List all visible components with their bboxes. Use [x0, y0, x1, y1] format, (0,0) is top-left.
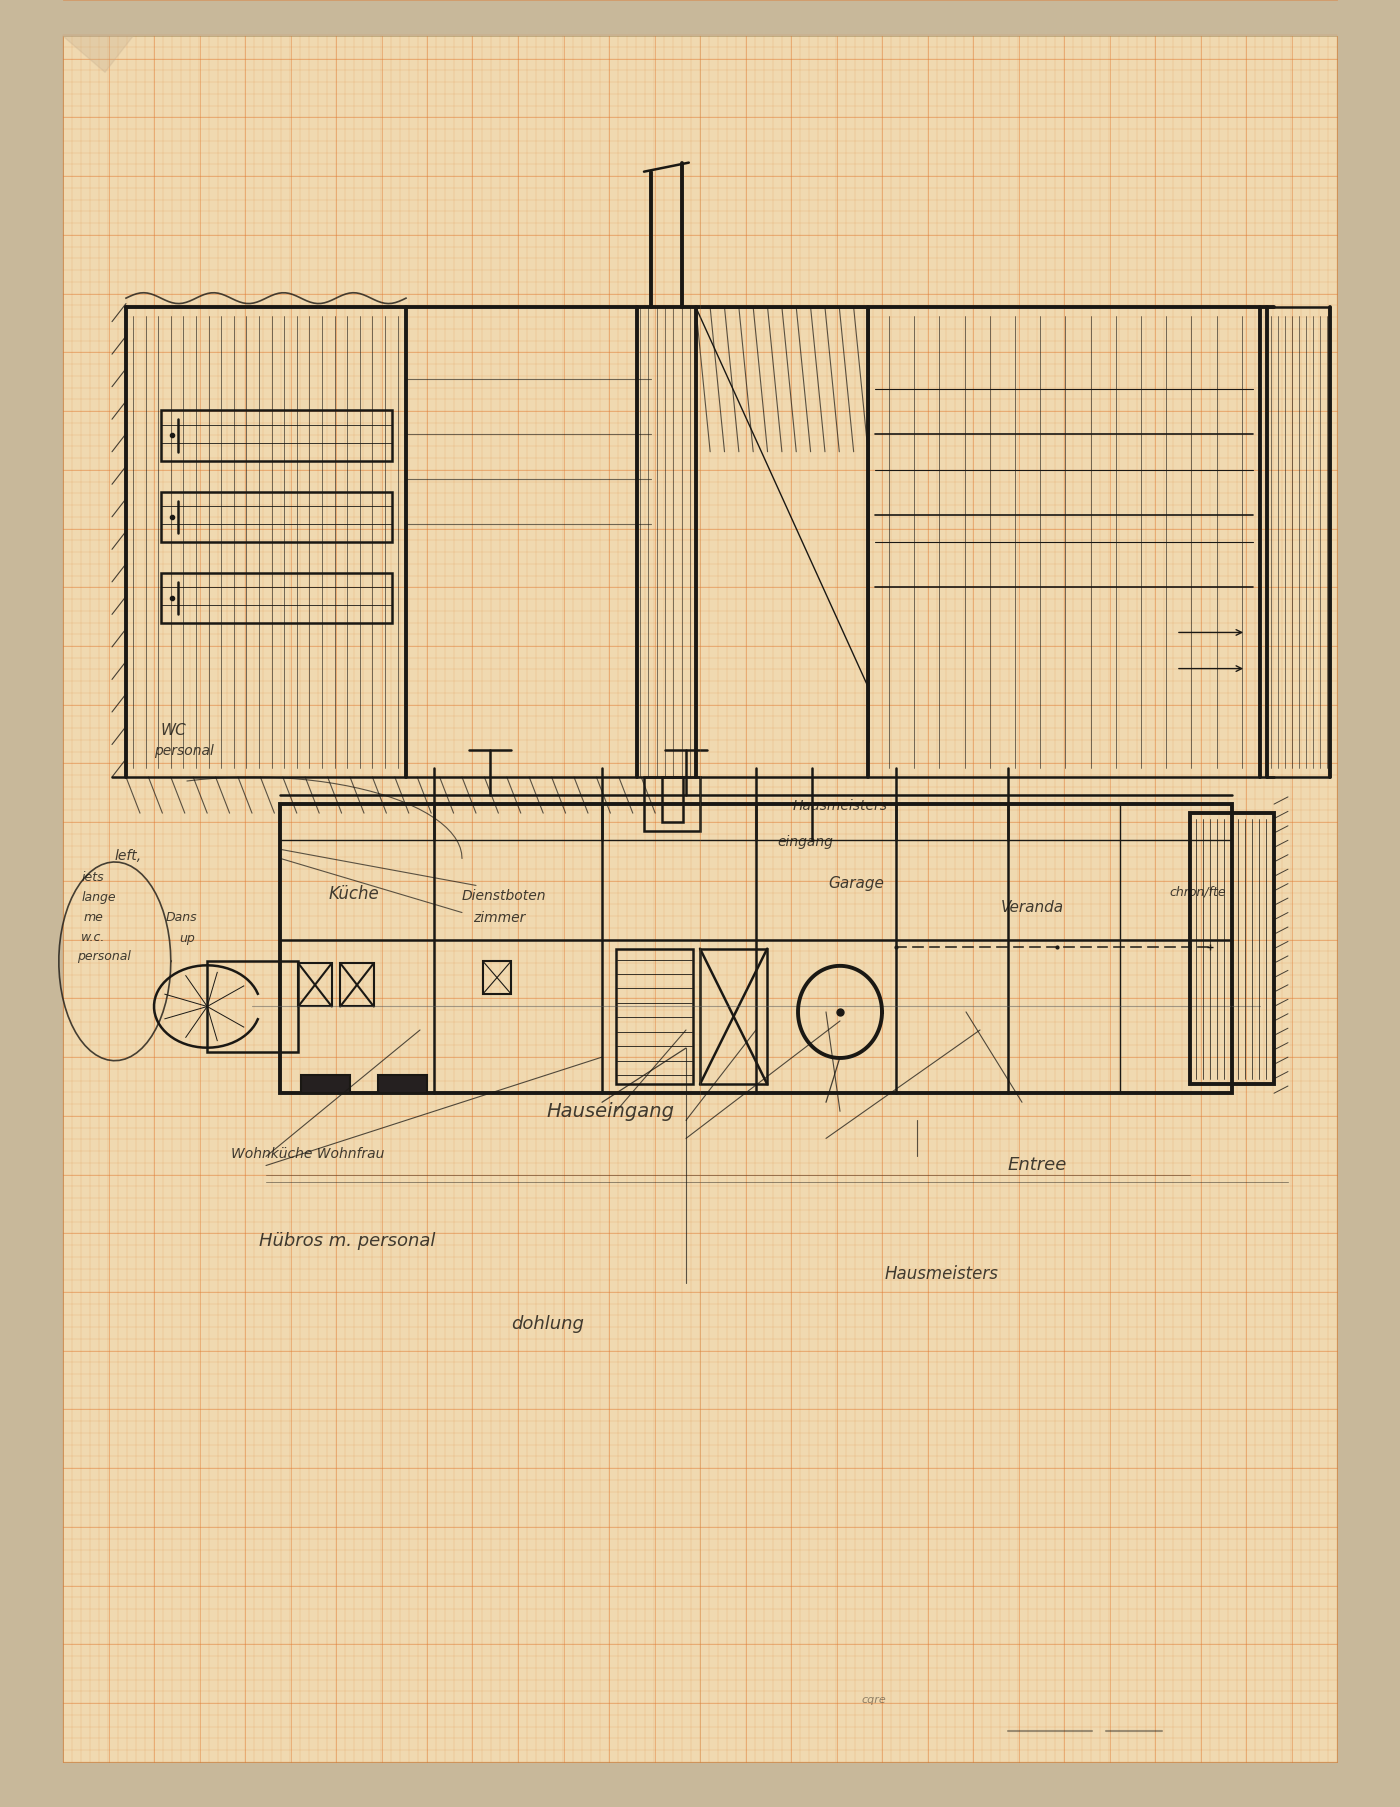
Bar — [161, 492, 392, 542]
Bar — [378, 1075, 427, 1093]
Text: Garage: Garage — [829, 876, 885, 891]
Bar — [340, 963, 374, 1006]
Text: chron/fte: chron/fte — [1169, 885, 1225, 898]
Text: w.c.: w.c. — [81, 931, 105, 943]
Text: lange: lange — [81, 891, 116, 904]
Bar — [207, 961, 298, 1052]
Text: Entree: Entree — [1008, 1156, 1067, 1175]
Bar — [483, 961, 511, 994]
Text: Hauseingang: Hauseingang — [546, 1102, 673, 1122]
Text: dohlung: dohlung — [511, 1315, 584, 1334]
Bar — [161, 410, 392, 461]
FancyBboxPatch shape — [63, 36, 1337, 1762]
Text: personal: personal — [154, 744, 214, 759]
Text: eingang: eingang — [777, 835, 833, 849]
Text: Veranda: Veranda — [1001, 900, 1064, 914]
Text: Dans: Dans — [165, 911, 197, 923]
Bar — [298, 963, 332, 1006]
Bar — [161, 573, 392, 623]
Text: up: up — [179, 932, 195, 945]
Text: Wohnküche Wohnfrau: Wohnküche Wohnfrau — [231, 1147, 385, 1162]
Bar — [644, 777, 700, 831]
Text: Hausmeisters: Hausmeisters — [885, 1265, 998, 1283]
Bar — [301, 1075, 350, 1093]
Bar — [280, 804, 1232, 1093]
Polygon shape — [63, 36, 133, 72]
Text: left,: left, — [115, 849, 141, 864]
Text: me: me — [84, 911, 104, 923]
Text: zimmer: zimmer — [473, 911, 525, 925]
Text: Küche: Küche — [329, 885, 379, 904]
Bar — [616, 949, 693, 1084]
Bar — [1190, 813, 1274, 1084]
Text: iets: iets — [81, 871, 104, 884]
Text: Dienstboten: Dienstboten — [462, 889, 546, 904]
Text: Hausmeisters: Hausmeisters — [792, 799, 888, 813]
Text: personal: personal — [77, 950, 130, 963]
Bar — [662, 777, 683, 822]
Text: Hübros m. personal: Hübros m. personal — [259, 1232, 435, 1250]
Text: cqre: cqre — [861, 1695, 886, 1706]
Bar — [700, 949, 767, 1084]
Text: WC: WC — [161, 723, 186, 737]
